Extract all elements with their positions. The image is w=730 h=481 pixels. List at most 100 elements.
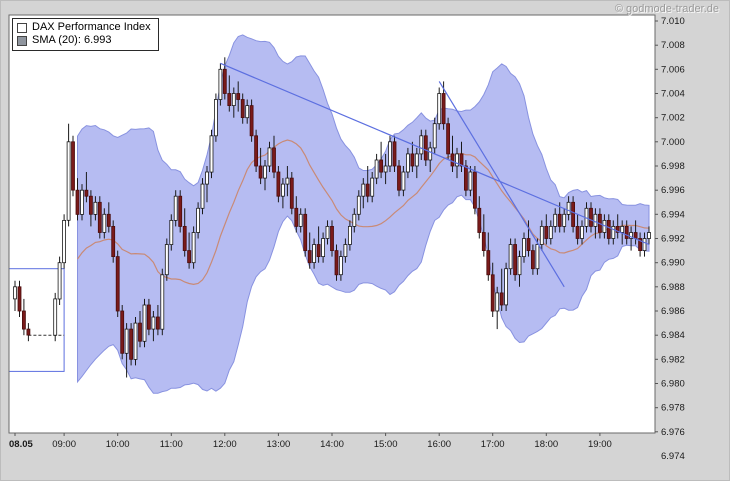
- candle-up: [352, 213, 357, 227]
- x-axis-label: 14:00: [320, 439, 344, 450]
- candle-up: [508, 244, 513, 270]
- y-axis-label: 6.994: [661, 209, 685, 220]
- y-axis-label: 7.002: [661, 113, 685, 124]
- candle-down: [513, 244, 517, 276]
- candle-down: [254, 135, 259, 167]
- candle-down: [240, 99, 245, 119]
- candle-up: [455, 153, 459, 167]
- candle-up: [553, 213, 558, 227]
- candle-up: [285, 177, 290, 185]
- trendline-1: [220, 62, 650, 246]
- y-axis-label: 6.988: [661, 282, 685, 293]
- candle-up: [151, 316, 156, 330]
- candle-up: [325, 225, 330, 239]
- candle-down: [334, 250, 339, 276]
- legend-row-dax: DAX Performance Index: [17, 21, 151, 34]
- candle-down: [276, 171, 281, 197]
- candle-up: [495, 292, 500, 312]
- candle-up: [267, 147, 272, 167]
- candle-down: [571, 201, 575, 227]
- candle-up: [191, 232, 196, 264]
- candle-down: [222, 68, 227, 94]
- y-axis-label: 6.992: [661, 234, 685, 245]
- y-axis-label: 7.000: [661, 137, 685, 148]
- candle-up: [522, 238, 526, 258]
- x-axis-label: 08.05: [9, 439, 33, 450]
- candle-down: [481, 232, 486, 252]
- watermark: © godmode-trader.de: [614, 3, 719, 15]
- candle-up: [53, 298, 58, 336]
- x-axis-label: 11:00: [160, 439, 183, 450]
- x-axis-label: 12:00: [213, 439, 237, 450]
- candle-up: [133, 322, 138, 360]
- candle-down: [459, 153, 464, 167]
- candle-down: [111, 225, 116, 257]
- candle-up: [218, 68, 223, 100]
- candle-up: [432, 123, 437, 149]
- candle-down: [423, 135, 428, 161]
- candle-down: [531, 250, 535, 270]
- candle-up: [62, 219, 66, 264]
- candle-down: [365, 183, 370, 197]
- candle-up: [343, 244, 348, 258]
- candle-up: [312, 244, 317, 264]
- candle-down: [146, 304, 151, 330]
- candle-down: [97, 201, 102, 233]
- candle-down: [138, 322, 142, 342]
- sma-line: [77, 139, 650, 286]
- candle-down: [446, 123, 451, 155]
- candle-down: [486, 250, 491, 276]
- candle-down: [120, 310, 125, 354]
- candle-up: [280, 183, 285, 197]
- x-axis-label: 17:00: [481, 439, 505, 450]
- candle-down: [638, 238, 642, 252]
- candle-up: [611, 225, 616, 239]
- y-axis-label: 7.006: [661, 64, 685, 75]
- candle-down: [330, 225, 334, 251]
- candle-up: [437, 93, 442, 125]
- legend-row-sma: SMA (20): 6.993: [17, 34, 151, 47]
- candle-up: [405, 153, 410, 173]
- candle-down: [115, 256, 120, 312]
- candle-up: [388, 141, 392, 167]
- candle-down: [450, 153, 455, 167]
- plot-layer: [9, 34, 651, 394]
- candle-up: [580, 225, 584, 239]
- candle-down: [615, 225, 620, 233]
- candle-up: [169, 219, 174, 245]
- y-axis-label: 6.974: [661, 451, 685, 462]
- candle-down: [624, 225, 629, 239]
- candle-down: [477, 207, 482, 233]
- candle-down: [575, 225, 580, 239]
- candle-up: [102, 213, 107, 233]
- y-axis-label: 6.982: [661, 354, 685, 365]
- candle-up: [160, 274, 165, 330]
- candle-up: [164, 244, 169, 276]
- candle-down: [316, 244, 321, 258]
- candle-up: [593, 213, 598, 227]
- x-axis-label: 19:00: [588, 439, 612, 450]
- candle-down: [557, 213, 562, 227]
- y-axis-label: 6.996: [661, 185, 685, 196]
- candle-down: [258, 165, 263, 179]
- candle-up: [205, 171, 209, 185]
- candle-up: [124, 328, 129, 354]
- x-axis-label: 10:00: [106, 439, 130, 450]
- candle-up: [173, 195, 178, 221]
- candle-up: [298, 213, 303, 227]
- candle-down: [392, 141, 397, 167]
- candle-down: [26, 328, 31, 336]
- candle-up: [383, 165, 388, 173]
- candle-up: [468, 171, 473, 191]
- candle-up: [213, 99, 218, 137]
- candle-down: [106, 213, 111, 227]
- candle-up: [642, 238, 647, 252]
- candle-series-swatch-icon: [17, 22, 27, 33]
- sma-series-label: SMA (20): 6.993: [32, 34, 112, 46]
- candle-down: [490, 274, 495, 312]
- annotation-box: [9, 268, 65, 372]
- candle-down: [129, 328, 134, 360]
- y-axis-label: 7.004: [661, 89, 685, 100]
- x-axis-label: 15:00: [374, 439, 398, 450]
